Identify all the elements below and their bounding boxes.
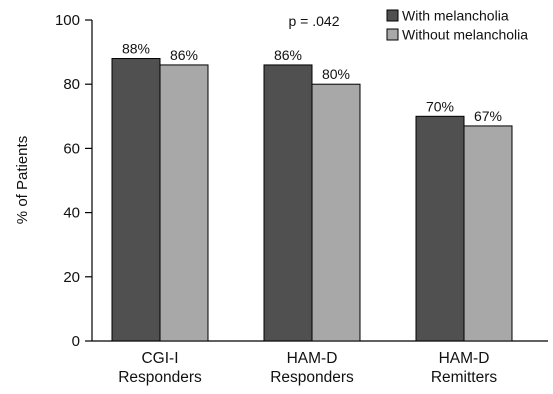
data-label: 67%	[474, 108, 502, 124]
bar	[311, 83, 361, 342]
legend-swatch	[386, 28, 399, 41]
data-label: 70%	[426, 98, 454, 114]
data-label: 88%	[122, 41, 150, 57]
p-value-annotation: p = .042	[289, 13, 340, 29]
category-label: HAM-D Remitters	[431, 350, 498, 386]
y-axis-label: % of Patients	[14, 136, 31, 224]
y-axis: 0 20 40 60 80 100	[55, 12, 93, 350]
legend-label: With melancholia	[402, 8, 509, 24]
category-labels: CGI-I Responders HAM-D Responders HAM-D Remit…	[118, 350, 497, 386]
y-tick-label: 20	[63, 269, 80, 286]
y-tick-label: 100	[55, 12, 80, 29]
y-tick-label: 0	[72, 333, 80, 350]
y-tick-label: 80	[63, 76, 80, 93]
data-labels: 88% 86% 86% 80% 70% 67%	[122, 41, 502, 124]
bar	[415, 115, 465, 342]
data-label: 86%	[274, 47, 302, 63]
bar	[263, 64, 313, 342]
category-label-line: HAM-D	[287, 350, 338, 367]
category-label-line: Responders	[270, 369, 354, 386]
bar	[463, 125, 513, 342]
category-label-line: Remitters	[431, 369, 498, 386]
category-label-line: HAM-D	[439, 350, 490, 367]
bar	[159, 64, 209, 342]
bar	[111, 58, 161, 342]
legend-swatch	[386, 9, 399, 22]
annotations: p = .042	[289, 13, 340, 29]
data-label: 86%	[170, 47, 198, 63]
category-label-line: Responders	[118, 369, 202, 386]
y-tick-label: 60	[63, 140, 80, 157]
bars	[111, 58, 513, 342]
legend: With melancholia Without melancholia	[386, 8, 528, 43]
legend-label: Without melancholia	[402, 27, 528, 43]
category-label-line: CGI-I	[141, 350, 178, 367]
y-tick-label: 40	[63, 205, 80, 222]
category-label: HAM-D Responders	[270, 350, 354, 386]
data-label: 80%	[322, 66, 350, 82]
category-label: CGI-I Responders	[118, 350, 202, 386]
